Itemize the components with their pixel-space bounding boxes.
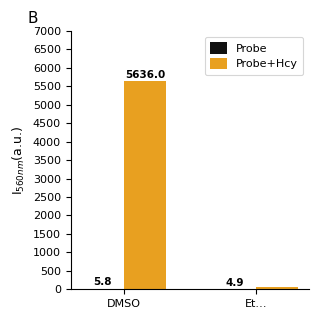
Text: 5.8: 5.8 (93, 277, 112, 287)
Y-axis label: I$_{560nm}$(a.u.): I$_{560nm}$(a.u.) (11, 125, 27, 195)
Bar (124, 81, 166, 289)
Text: 4.9: 4.9 (225, 277, 244, 287)
Legend: Probe, Probe+Hcy: Probe, Probe+Hcy (205, 36, 303, 75)
Text: 5636.0: 5636.0 (125, 70, 165, 80)
Text: B: B (28, 11, 38, 26)
Bar (256, 287, 298, 289)
